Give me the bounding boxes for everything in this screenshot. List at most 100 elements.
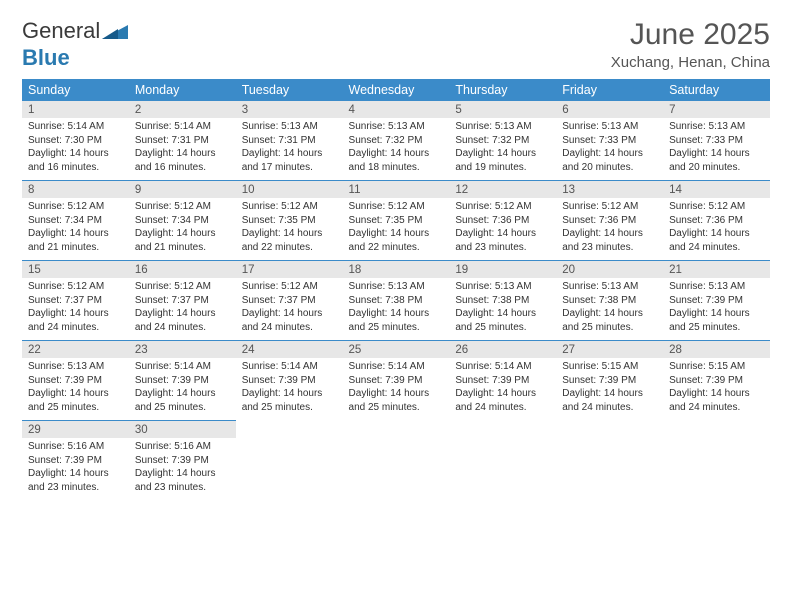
month-title: June 2025: [611, 18, 770, 52]
day-number-cell: 3: [236, 101, 343, 118]
sunrise-text: Sunrise: 5:12 AM: [669, 200, 764, 214]
day-body-cell: Sunrise: 5:14 AMSunset: 7:31 PMDaylight:…: [129, 118, 236, 181]
daylight-text: Daylight: 14 hours: [242, 147, 337, 161]
daylight-text: and 21 minutes.: [28, 241, 123, 255]
day-number-cell: 29: [22, 421, 129, 439]
day-number-cell: 14: [663, 181, 770, 199]
day-body-cell: [449, 438, 556, 500]
day-number-cell: 18: [343, 261, 450, 279]
daylight-text: and 25 minutes.: [135, 401, 230, 415]
day-number-cell: 19: [449, 261, 556, 279]
daylight-text: Daylight: 14 hours: [455, 387, 550, 401]
day-number-cell: 27: [556, 341, 663, 359]
day-body-cell: Sunrise: 5:12 AMSunset: 7:36 PMDaylight:…: [449, 198, 556, 261]
daylight-text: Daylight: 14 hours: [349, 227, 444, 241]
sunset-text: Sunset: 7:36 PM: [455, 214, 550, 228]
day-body-cell: Sunrise: 5:12 AMSunset: 7:37 PMDaylight:…: [129, 278, 236, 341]
calendar-body: 1234567Sunrise: 5:14 AMSunset: 7:30 PMDa…: [22, 101, 770, 500]
day-number-cell: 10: [236, 181, 343, 199]
daylight-text: and 16 minutes.: [135, 161, 230, 175]
sunrise-text: Sunrise: 5:12 AM: [455, 200, 550, 214]
day-body-cell: Sunrise: 5:13 AMSunset: 7:33 PMDaylight:…: [556, 118, 663, 181]
day-number-cell: 23: [129, 341, 236, 359]
sunrise-text: Sunrise: 5:13 AM: [455, 280, 550, 294]
day-number-cell: [663, 421, 770, 439]
sunrise-text: Sunrise: 5:15 AM: [562, 360, 657, 374]
day-body-cell: Sunrise: 5:13 AMSunset: 7:39 PMDaylight:…: [22, 358, 129, 421]
sunset-text: Sunset: 7:35 PM: [349, 214, 444, 228]
day-number-row: 1234567: [22, 101, 770, 118]
daylight-text: Daylight: 14 hours: [28, 387, 123, 401]
day-body-cell: Sunrise: 5:13 AMSunset: 7:38 PMDaylight:…: [556, 278, 663, 341]
day-body-cell: [236, 438, 343, 500]
daylight-text: Daylight: 14 hours: [455, 147, 550, 161]
sunrise-text: Sunrise: 5:12 AM: [28, 280, 123, 294]
daylight-text: and 25 minutes.: [242, 401, 337, 415]
day-number-row: 15161718192021: [22, 261, 770, 279]
day-body-cell: Sunrise: 5:12 AMSunset: 7:36 PMDaylight:…: [663, 198, 770, 261]
day-number-cell: 5: [449, 101, 556, 118]
daylight-text: and 24 minutes.: [28, 321, 123, 335]
daylight-text: and 20 minutes.: [562, 161, 657, 175]
sunrise-text: Sunrise: 5:12 AM: [562, 200, 657, 214]
sunrise-text: Sunrise: 5:14 AM: [242, 360, 337, 374]
day-number-cell: 12: [449, 181, 556, 199]
day-number-cell: 6: [556, 101, 663, 118]
daylight-text: and 16 minutes.: [28, 161, 123, 175]
day-number-cell: 20: [556, 261, 663, 279]
day-body-cell: Sunrise: 5:14 AMSunset: 7:39 PMDaylight:…: [129, 358, 236, 421]
day-body-cell: Sunrise: 5:12 AMSunset: 7:36 PMDaylight:…: [556, 198, 663, 261]
sunrise-text: Sunrise: 5:16 AM: [135, 440, 230, 454]
sunset-text: Sunset: 7:34 PM: [135, 214, 230, 228]
daylight-text: Daylight: 14 hours: [562, 227, 657, 241]
daylight-text: and 21 minutes.: [135, 241, 230, 255]
day-body-cell: [343, 438, 450, 500]
sunset-text: Sunset: 7:32 PM: [349, 134, 444, 148]
day-body-cell: Sunrise: 5:14 AMSunset: 7:39 PMDaylight:…: [236, 358, 343, 421]
day-number-cell: 11: [343, 181, 450, 199]
sunset-text: Sunset: 7:34 PM: [28, 214, 123, 228]
day-body-cell: Sunrise: 5:13 AMSunset: 7:38 PMDaylight:…: [449, 278, 556, 341]
daylight-text: and 24 minutes.: [242, 321, 337, 335]
daylight-text: Daylight: 14 hours: [28, 227, 123, 241]
daylight-text: and 23 minutes.: [135, 481, 230, 495]
daylight-text: and 22 minutes.: [242, 241, 337, 255]
weekday-header: Monday: [129, 79, 236, 101]
daylight-text: Daylight: 14 hours: [669, 387, 764, 401]
day-body-cell: Sunrise: 5:15 AMSunset: 7:39 PMDaylight:…: [556, 358, 663, 421]
day-number-cell: 21: [663, 261, 770, 279]
sunset-text: Sunset: 7:39 PM: [242, 374, 337, 388]
daylight-text: Daylight: 14 hours: [455, 227, 550, 241]
sunrise-text: Sunrise: 5:13 AM: [242, 120, 337, 134]
daylight-text: Daylight: 14 hours: [242, 227, 337, 241]
day-number-cell: 26: [449, 341, 556, 359]
day-body-cell: Sunrise: 5:13 AMSunset: 7:32 PMDaylight:…: [343, 118, 450, 181]
day-number-cell: 25: [343, 341, 450, 359]
day-number-cell: 8: [22, 181, 129, 199]
day-body-cell: Sunrise: 5:12 AMSunset: 7:35 PMDaylight:…: [343, 198, 450, 261]
daylight-text: and 24 minutes.: [669, 401, 764, 415]
sunrise-text: Sunrise: 5:12 AM: [28, 200, 123, 214]
daylight-text: Daylight: 14 hours: [135, 227, 230, 241]
sunset-text: Sunset: 7:39 PM: [28, 374, 123, 388]
day-body-cell: Sunrise: 5:13 AMSunset: 7:39 PMDaylight:…: [663, 278, 770, 341]
weekday-header: Saturday: [663, 79, 770, 101]
sunrise-text: Sunrise: 5:14 AM: [28, 120, 123, 134]
daylight-text: Daylight: 14 hours: [562, 307, 657, 321]
daylight-text: and 25 minutes.: [349, 401, 444, 415]
weekday-header: Thursday: [449, 79, 556, 101]
daylight-text: Daylight: 14 hours: [669, 227, 764, 241]
daylight-text: Daylight: 14 hours: [349, 147, 444, 161]
sunrise-text: Sunrise: 5:16 AM: [28, 440, 123, 454]
day-body-cell: Sunrise: 5:14 AMSunset: 7:39 PMDaylight:…: [449, 358, 556, 421]
daylight-text: Daylight: 14 hours: [28, 467, 123, 481]
sunset-text: Sunset: 7:35 PM: [242, 214, 337, 228]
daylight-text: Daylight: 14 hours: [135, 147, 230, 161]
sunset-text: Sunset: 7:31 PM: [135, 134, 230, 148]
day-number-cell: 24: [236, 341, 343, 359]
day-number-cell: 15: [22, 261, 129, 279]
sunset-text: Sunset: 7:39 PM: [562, 374, 657, 388]
sunset-text: Sunset: 7:39 PM: [455, 374, 550, 388]
sunrise-text: Sunrise: 5:13 AM: [28, 360, 123, 374]
daylight-text: Daylight: 14 hours: [669, 147, 764, 161]
